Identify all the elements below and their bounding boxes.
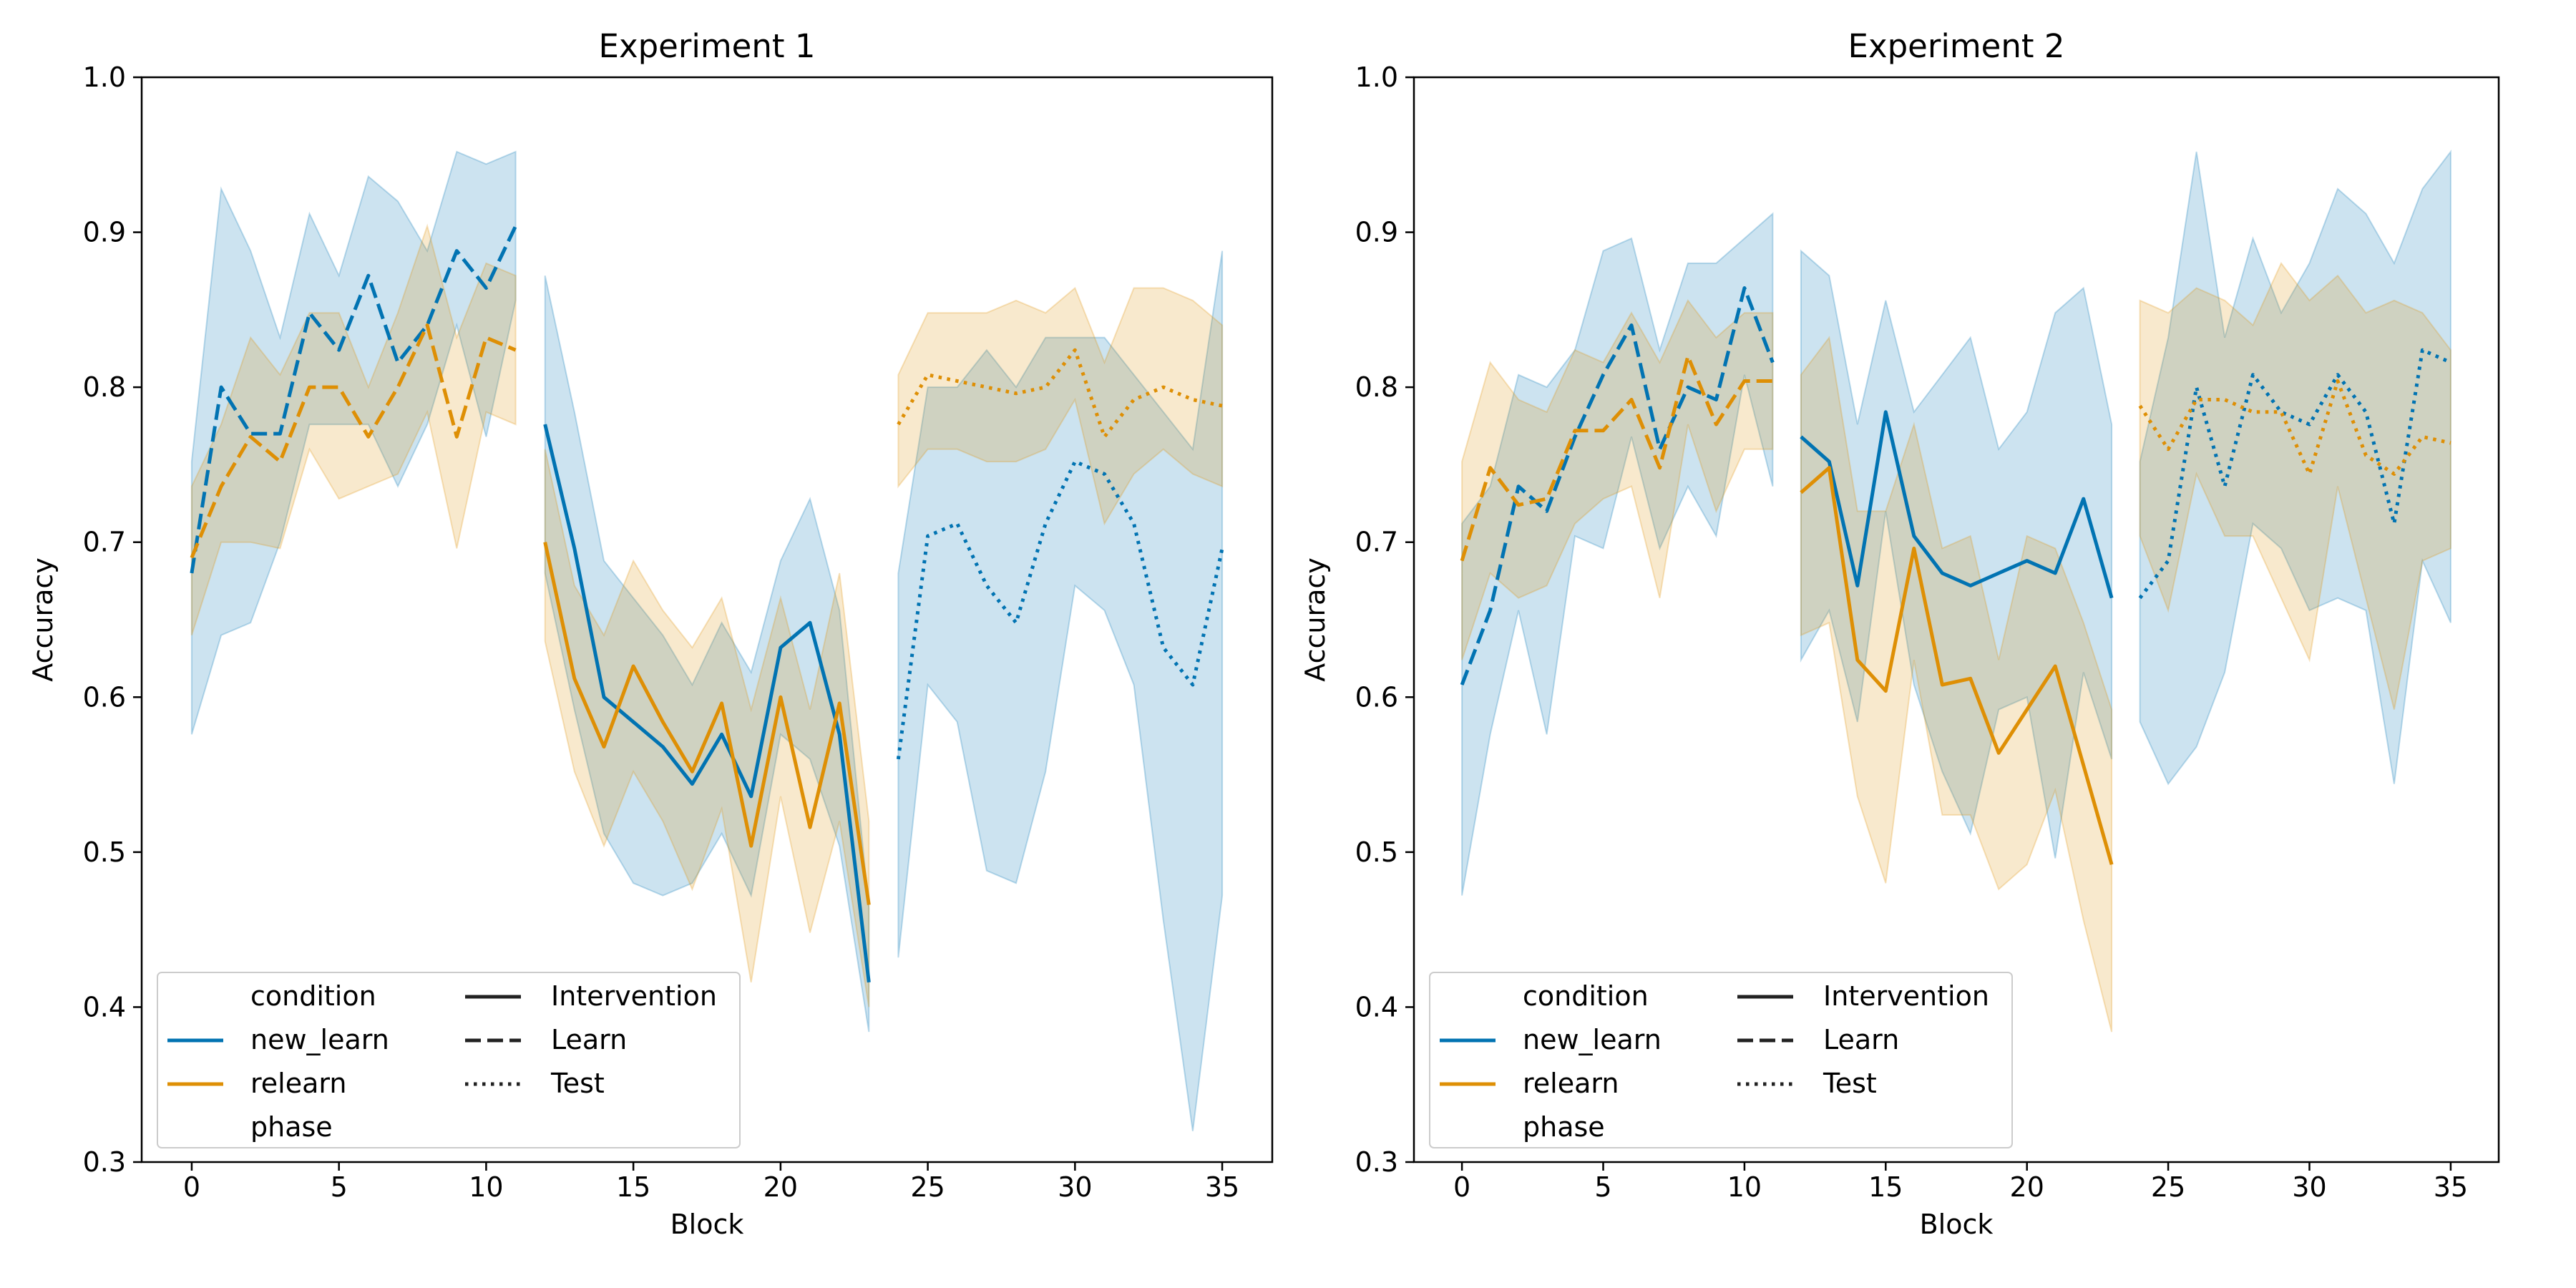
x-tick-label: 30: [2292, 1171, 2326, 1203]
legend-label: condition: [1523, 980, 1649, 1012]
legend-label: phase: [250, 1111, 333, 1143]
x-axis-label: Block: [1920, 1209, 1994, 1240]
x-tick-label: 20: [2010, 1171, 2044, 1203]
legend-box: [1429, 972, 2013, 1148]
legend-label: new_learn: [250, 1024, 389, 1055]
legend-label: new_learn: [1523, 1024, 1662, 1055]
series-line-relearn-intervention: [1800, 466, 2114, 865]
legend-label: Learn: [551, 1024, 627, 1055]
ci-band-relearn-test: [2139, 261, 2451, 710]
series-line-relearn-learn: [1460, 354, 1773, 562]
series-line-relearn-intervention: [543, 542, 871, 905]
y-tick-label: 0.4: [83, 991, 126, 1023]
ci-band-new_learn-intervention: [544, 275, 870, 1033]
y-tick-label: 0.9: [1355, 217, 1398, 248]
legend-label: relearn: [250, 1068, 346, 1099]
y-tick-label: 0.6: [83, 681, 126, 713]
ci-band-new_learn-intervention: [1800, 249, 2113, 859]
y-tick-label: 0.3: [1355, 1146, 1398, 1178]
x-tick-label: 35: [1205, 1171, 1239, 1203]
series-line-new_learn-intervention: [543, 424, 871, 983]
series-line-new_learn-learn: [1460, 286, 1775, 686]
series-line-new_learn-test: [896, 459, 1224, 760]
series-line-relearn-test: [2138, 379, 2451, 476]
x-tick-label: 30: [1058, 1171, 1092, 1203]
chart-experiment-2: 0 5 10 15 20 25 30 35 0.3 0.4 0.5 0.6 0.7 0.8 0.9 1.0 Ex…: [1299, 27, 2500, 1240]
legend-label: Intervention: [551, 980, 717, 1012]
x-tick-label: 10: [469, 1171, 503, 1203]
x-tick-label: 25: [2151, 1171, 2185, 1203]
legend-label: Test: [1823, 1068, 1877, 1099]
x-tick-label: 15: [1868, 1171, 1903, 1203]
y-tick-label: 0.7: [1355, 527, 1398, 558]
legend-box: [157, 972, 741, 1148]
series-line-new_learn-intervention: [1800, 410, 2114, 599]
legend-label: Intervention: [1823, 980, 1989, 1012]
ci-band-relearn-test: [897, 286, 1224, 526]
legend-label: condition: [250, 980, 376, 1012]
y-axis-label: Accuracy: [27, 557, 59, 682]
plot-frame: [140, 76, 1274, 1163]
series-line-new_learn-test: [2138, 348, 2451, 600]
y-tick-label: 0.7: [83, 527, 126, 558]
ci-band-new_learn-test: [897, 250, 1224, 1131]
y-tick-label: 0.5: [83, 836, 126, 868]
x-tick-label: 15: [616, 1171, 650, 1203]
chart-experiment-1: 0 5 10 15 20 25 30 35 0.3 0.4 0.5 0.6 0.7 0.8 0.9 1.0 Ex…: [27, 27, 1274, 1240]
legend-label: Test: [550, 1068, 605, 1099]
legend-label: relearn: [1523, 1068, 1619, 1099]
x-tick-label: 0: [183, 1171, 200, 1203]
x-tick-label: 5: [331, 1171, 348, 1203]
ci-band-relearn-intervention: [1800, 336, 2113, 1033]
series-line-new_learn-learn: [190, 225, 517, 574]
y-tick-label: 1.0: [1355, 62, 1398, 93]
ci-band-new_learn-learn: [1461, 212, 1774, 896]
ci-band-relearn-intervention: [544, 449, 870, 1008]
y-tick-label: 0.6: [1355, 681, 1398, 713]
y-tick-label: 0.8: [1355, 371, 1398, 403]
chart-title: Experiment 2: [1848, 27, 2065, 65]
x-tick-label: 20: [763, 1171, 798, 1203]
ci-band-new_learn-learn: [190, 150, 517, 735]
x-tick-label: 25: [910, 1171, 945, 1203]
y-tick-label: 0.3: [83, 1146, 126, 1178]
chart-title: Experiment 1: [599, 27, 816, 65]
ci-band-relearn-learn: [190, 223, 517, 636]
y-tick-label: 0.9: [83, 217, 126, 248]
x-tick-label: 35: [2434, 1171, 2468, 1203]
x-axis-label: Block: [670, 1209, 744, 1240]
y-axis-label: Accuracy: [1299, 557, 1331, 682]
x-tick-label: 0: [1453, 1171, 1470, 1203]
plot-frame: [1413, 76, 2500, 1163]
y-tick-label: 1.0: [83, 62, 126, 93]
y-tick-label: 0.8: [83, 371, 126, 403]
legend-label: Learn: [1823, 1024, 1899, 1055]
ci-band-new_learn-test: [2139, 150, 2451, 786]
series-line-relearn-learn: [190, 323, 517, 559]
y-tick-label: 0.4: [1355, 991, 1398, 1023]
x-tick-label: 5: [1594, 1171, 1611, 1203]
legend-label: phase: [1523, 1111, 1605, 1143]
y-tick-label: 0.5: [1355, 836, 1398, 868]
x-tick-label: 10: [1727, 1171, 1762, 1203]
